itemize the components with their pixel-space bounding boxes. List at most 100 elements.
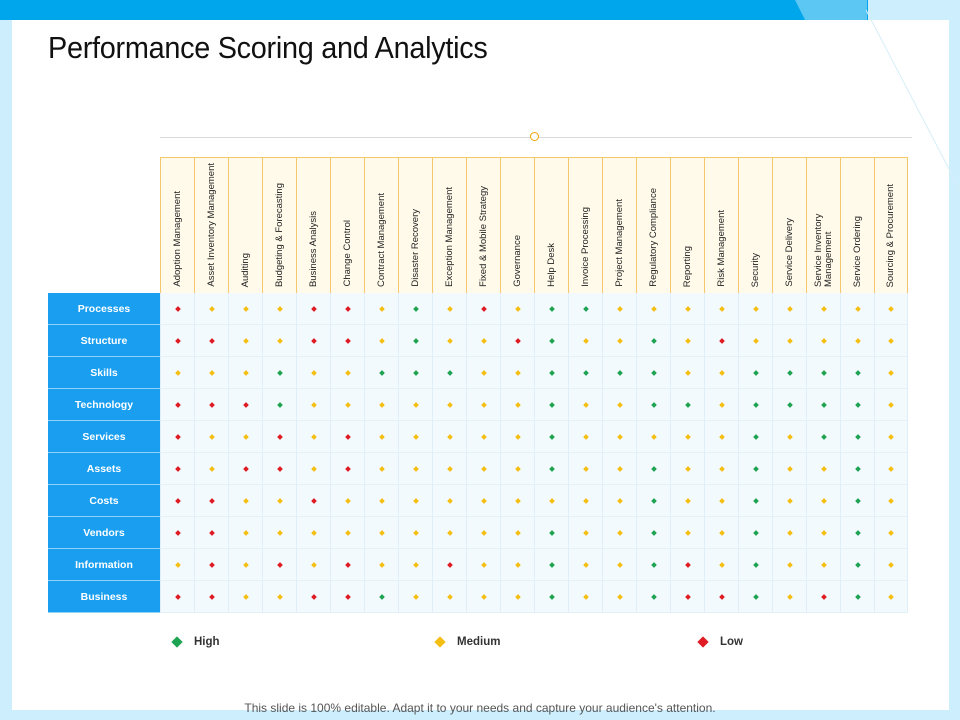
score-high-diamond-icon xyxy=(616,369,623,376)
score-high-diamond-icon xyxy=(650,593,657,600)
score-cell xyxy=(806,325,840,357)
top-accent-bar-highlight xyxy=(795,0,867,20)
score-cell xyxy=(704,357,738,389)
score-medium-diamond-icon xyxy=(514,593,521,600)
score-cell xyxy=(636,357,670,389)
score-high-diamond-icon xyxy=(752,433,759,440)
page-title: Performance Scoring and Analytics xyxy=(48,30,488,65)
matrix-row: Assets xyxy=(48,453,908,485)
score-cell xyxy=(568,517,602,549)
score-medium-diamond-icon xyxy=(446,337,453,344)
score-cell xyxy=(670,389,704,421)
score-cell xyxy=(228,421,262,453)
row-header: Technology xyxy=(48,389,160,421)
score-cell xyxy=(704,485,738,517)
score-cell xyxy=(160,293,194,325)
score-cell xyxy=(500,389,534,421)
row-header: Business xyxy=(48,581,160,613)
score-high-diamond-icon xyxy=(786,369,793,376)
score-medium-diamond-icon xyxy=(786,497,793,504)
score-medium-diamond-icon xyxy=(480,561,487,568)
score-medium-diamond-icon xyxy=(480,401,487,408)
score-cell xyxy=(840,453,874,485)
score-cell xyxy=(534,325,568,357)
score-cell xyxy=(228,357,262,389)
score-cell xyxy=(432,389,466,421)
score-cell xyxy=(636,517,670,549)
column-header-label: Security xyxy=(749,252,761,287)
column-header: Help Desk xyxy=(534,157,568,293)
score-cell xyxy=(636,389,670,421)
score-cell xyxy=(330,389,364,421)
score-medium-diamond-icon xyxy=(344,497,351,504)
score-high-diamond-icon xyxy=(650,401,657,408)
score-medium-diamond-icon xyxy=(888,561,894,568)
score-medium-diamond-icon xyxy=(276,593,283,600)
column-header: Service Inventory Management xyxy=(806,157,840,293)
score-high-diamond-icon xyxy=(854,561,861,568)
score-cell xyxy=(398,421,432,453)
score-cell xyxy=(262,549,296,581)
score-high-diamond-icon xyxy=(412,337,419,344)
divider-circle-marker xyxy=(530,132,539,141)
score-high-diamond-icon xyxy=(548,593,555,600)
score-cell xyxy=(636,325,670,357)
score-cell xyxy=(296,453,330,485)
score-cell xyxy=(602,421,636,453)
score-cell xyxy=(330,357,364,389)
score-cell xyxy=(500,453,534,485)
score-cell xyxy=(568,581,602,613)
matrix-row: Costs xyxy=(48,485,908,517)
score-cell xyxy=(772,357,806,389)
score-low-diamond-icon xyxy=(276,561,283,568)
column-header: Budgeting & Forecasting xyxy=(262,157,296,293)
score-cell xyxy=(704,421,738,453)
score-cell xyxy=(772,517,806,549)
score-high-diamond-icon xyxy=(820,433,827,440)
score-cell xyxy=(840,325,874,357)
score-low-diamond-icon xyxy=(344,337,351,344)
footer-note: This slide is 100% editable. Adapt it to… xyxy=(244,701,716,715)
score-medium-diamond-icon xyxy=(242,433,249,440)
column-header-label: Service Inventory Management xyxy=(812,213,834,287)
score-cell xyxy=(194,293,228,325)
score-medium-diamond-icon xyxy=(378,561,385,568)
score-high-diamond-icon xyxy=(650,497,657,504)
score-cell xyxy=(806,517,840,549)
score-cell xyxy=(534,357,568,389)
row-header: Information xyxy=(48,549,160,581)
score-medium-diamond-icon xyxy=(412,401,419,408)
score-low-diamond-icon xyxy=(480,305,487,312)
score-low-diamond-icon xyxy=(344,433,351,440)
score-medium-diamond-icon xyxy=(888,401,894,408)
score-high-diamond-icon xyxy=(684,401,691,408)
score-low-diamond-icon xyxy=(684,561,691,568)
column-header: Fixed & Mobile Strategy xyxy=(466,157,500,293)
column-header-label: Risk Management xyxy=(715,210,727,287)
score-medium-diamond-icon xyxy=(514,497,521,504)
matrix-row: Vendors xyxy=(48,517,908,549)
score-high-diamond-icon xyxy=(854,497,861,504)
score-medium-diamond-icon xyxy=(412,561,419,568)
score-cell xyxy=(228,453,262,485)
score-cell xyxy=(806,549,840,581)
score-medium-diamond-icon xyxy=(582,497,589,504)
score-low-diamond-icon xyxy=(208,529,215,536)
score-cell xyxy=(738,549,772,581)
score-cell xyxy=(432,421,466,453)
score-high-diamond-icon xyxy=(650,529,657,536)
medium-diamond-icon xyxy=(434,636,446,648)
score-cell xyxy=(738,357,772,389)
score-high-diamond-icon xyxy=(548,433,555,440)
score-medium-diamond-icon xyxy=(582,593,589,600)
score-medium-diamond-icon xyxy=(480,593,487,600)
score-medium-diamond-icon xyxy=(514,529,521,536)
score-medium-diamond-icon xyxy=(616,401,623,408)
score-cell xyxy=(296,293,330,325)
score-low-diamond-icon xyxy=(310,497,317,504)
column-header: Project Management xyxy=(602,157,636,293)
column-header: Sourcing & Procurement xyxy=(874,157,908,293)
score-medium-diamond-icon xyxy=(820,337,827,344)
score-cell xyxy=(466,389,500,421)
column-header: Risk Management xyxy=(704,157,738,293)
